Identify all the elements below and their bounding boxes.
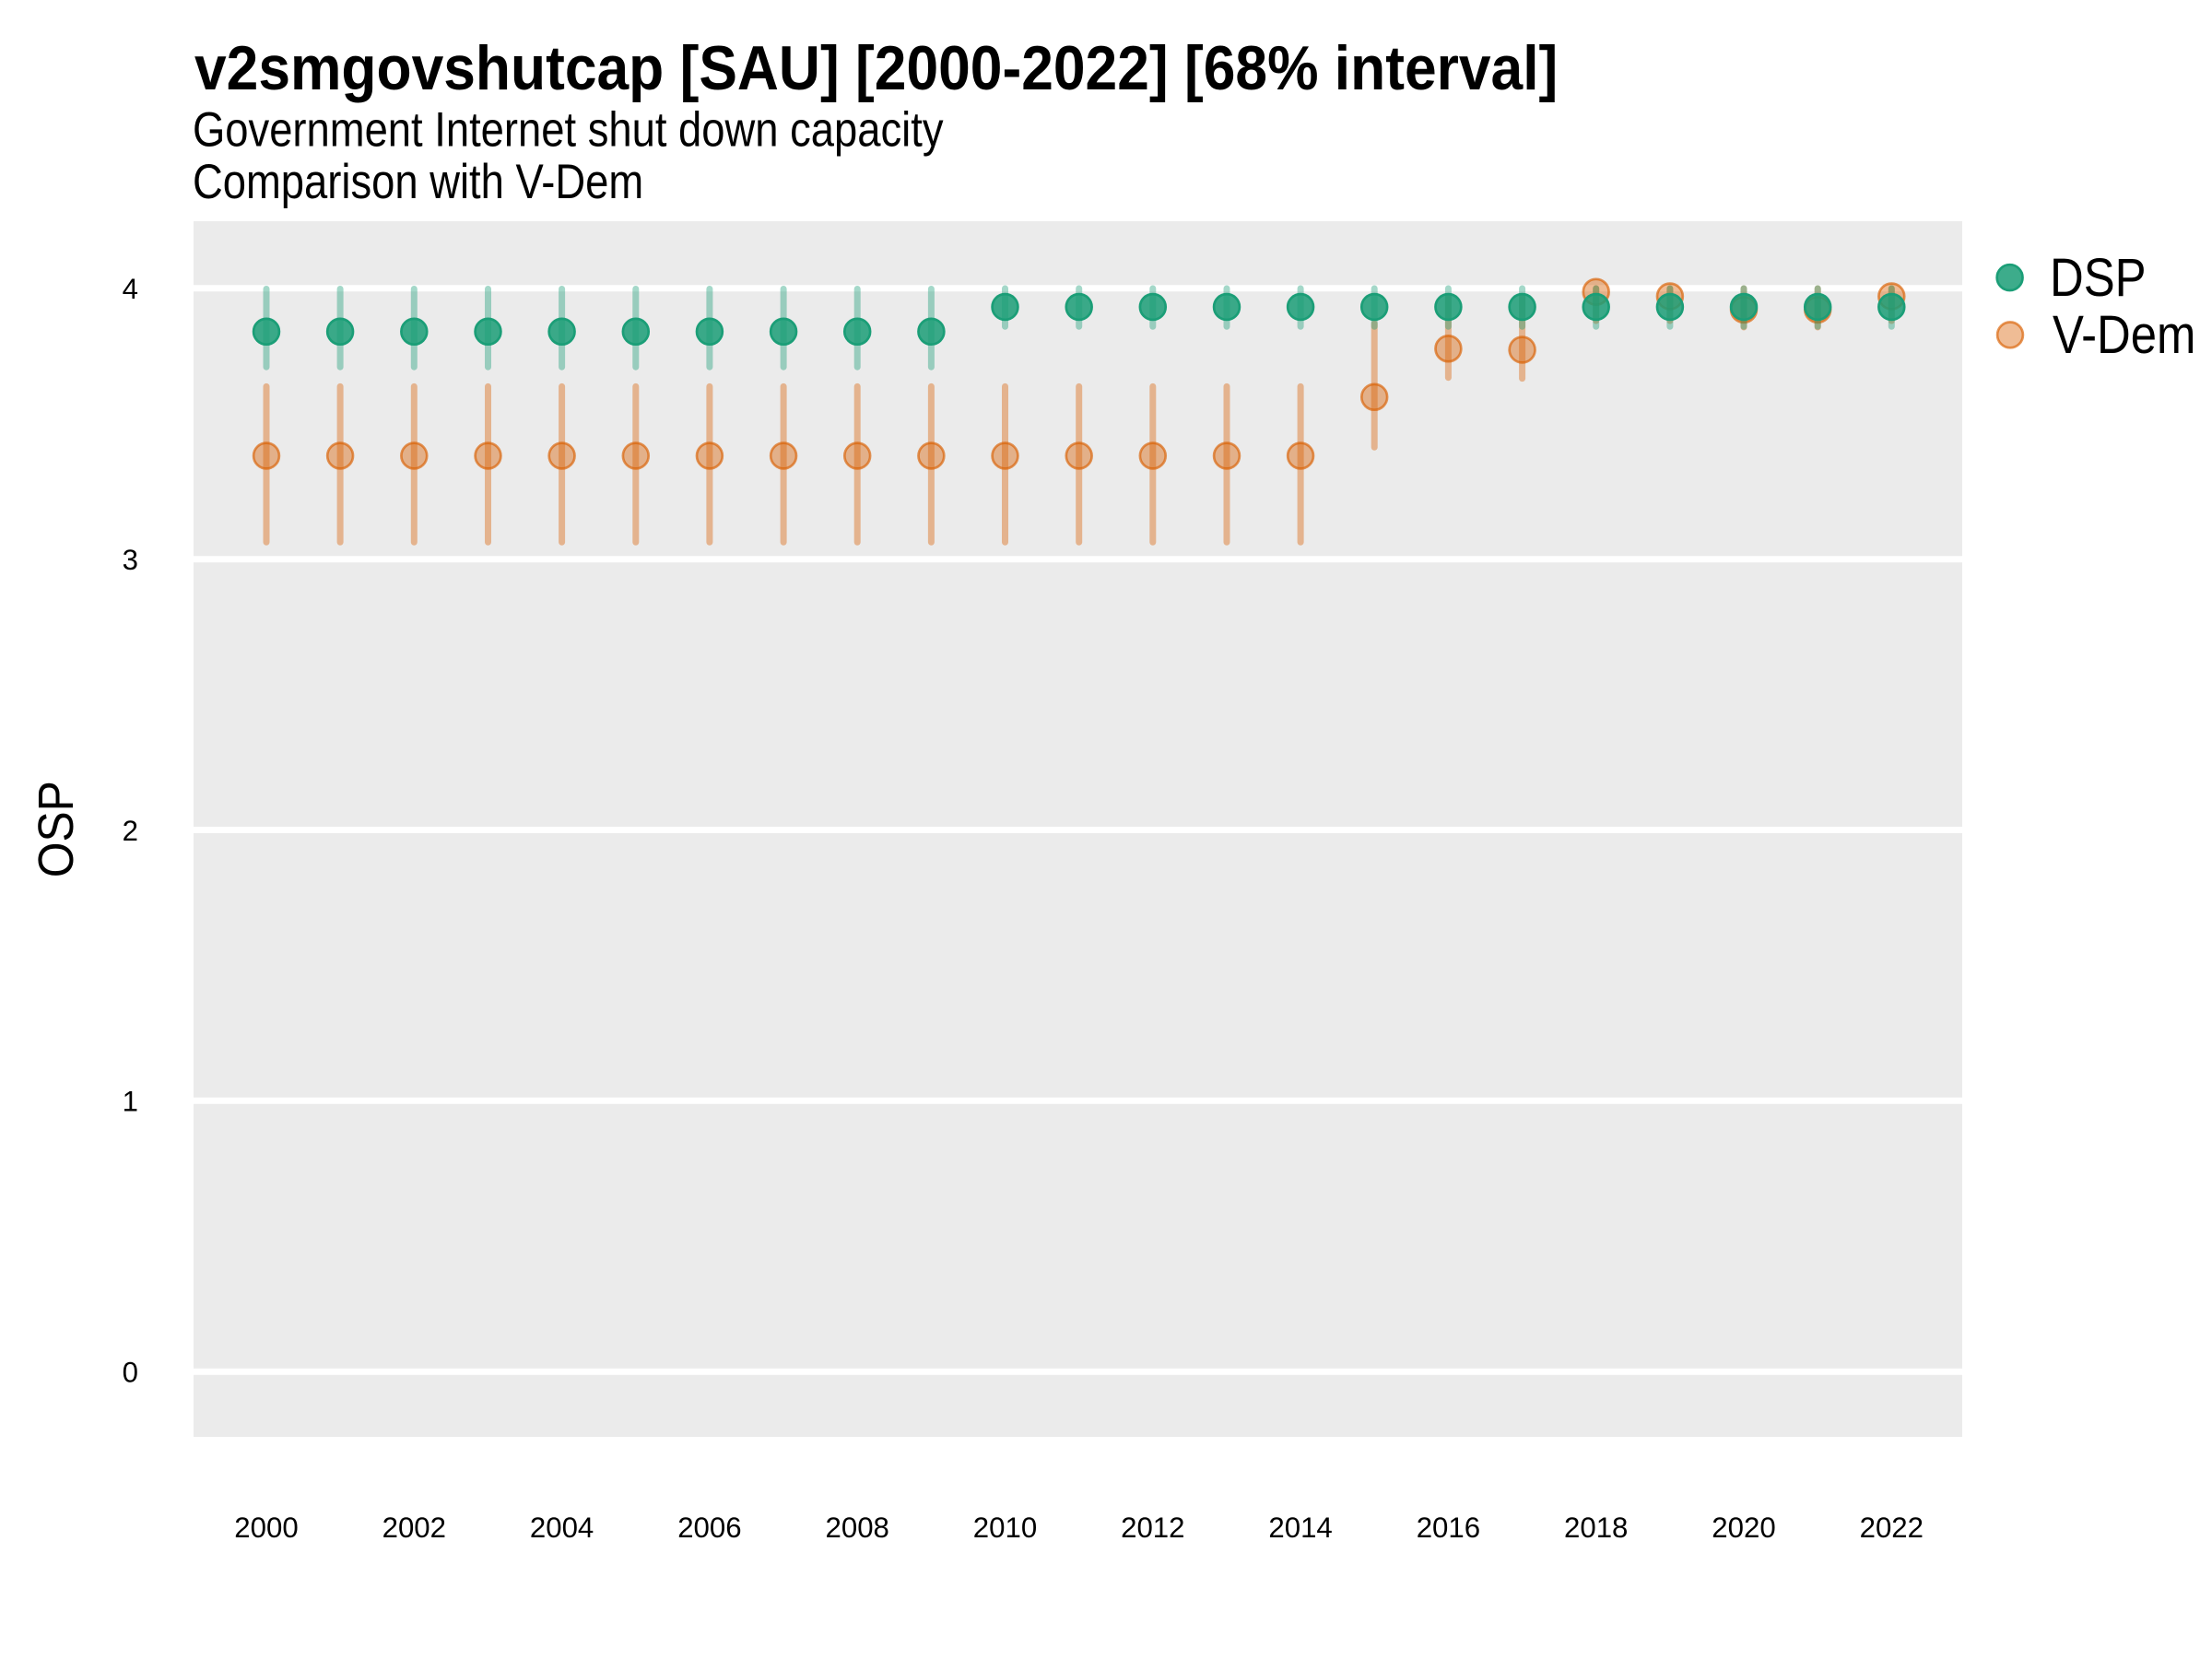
svg-text:2004: 2004: [530, 1512, 594, 1544]
svg-text:3: 3: [123, 544, 138, 576]
svg-text:v2smgovshutcap [SAU] [2000-202: v2smgovshutcap [SAU] [2000-2022] [68% in…: [194, 33, 1558, 103]
svg-text:DSP: DSP: [2050, 248, 2147, 308]
svg-text:Government Internet shut down: Government Internet shut down capacity: [193, 102, 944, 157]
svg-text:2006: 2006: [677, 1512, 741, 1544]
svg-text:2000: 2000: [234, 1512, 298, 1544]
svg-text:2012: 2012: [1121, 1512, 1184, 1544]
svg-text:2022: 2022: [1860, 1512, 1924, 1544]
svg-text:2002: 2002: [382, 1512, 446, 1544]
svg-text:2014: 2014: [1268, 1512, 1332, 1544]
svg-text:2016: 2016: [1417, 1512, 1480, 1544]
svg-text:OSP: OSP: [29, 781, 84, 877]
svg-text:2010: 2010: [973, 1512, 1037, 1544]
svg-text:2008: 2008: [826, 1512, 889, 1544]
svg-text:1: 1: [123, 1086, 138, 1118]
svg-text:Comparison with V-Dem: Comparison with V-Dem: [193, 155, 643, 209]
svg-text:2018: 2018: [1564, 1512, 1628, 1544]
svg-text:2: 2: [123, 815, 138, 847]
svg-text:V-Dem: V-Dem: [2053, 305, 2195, 365]
svg-text:0: 0: [123, 1357, 138, 1389]
svg-text:2020: 2020: [1712, 1512, 1775, 1544]
svg-text:4: 4: [123, 273, 138, 305]
